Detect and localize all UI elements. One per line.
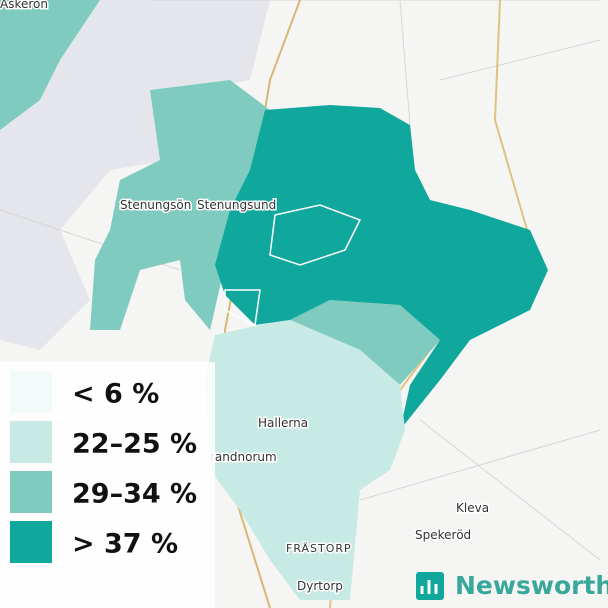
- place-label: Spekeröd: [415, 528, 471, 542]
- legend-swatch: [10, 471, 52, 513]
- brand: Newsworthy: [416, 571, 608, 600]
- place-label: Stenungsund: [197, 198, 276, 212]
- legend-swatch: [10, 371, 52, 413]
- place-label: Kleva: [456, 501, 489, 515]
- region: [205, 320, 405, 600]
- region: [0, 0, 440, 385]
- brand-name: Newsworthy: [455, 571, 608, 600]
- legend-label: < 6 %: [72, 379, 159, 410]
- place-label: FRÄSTORP: [286, 542, 352, 555]
- legend-swatch: [10, 521, 52, 563]
- place-label: randnorum: [210, 450, 277, 464]
- place-label: Hallerna: [258, 416, 308, 430]
- legend-label: > 37 %: [72, 529, 178, 560]
- place-label: Dyrtorp: [297, 579, 343, 593]
- water: [0, 0, 270, 230]
- region: [215, 105, 548, 430]
- place-label: Stenungsön: [120, 198, 191, 212]
- place-label: Askerön: [0, 0, 48, 11]
- region-border: [224, 204, 362, 327]
- brand-icon: [420, 580, 438, 594]
- water: [0, 230, 90, 350]
- legend: < 6 % 22–25 % 29–34 % > 37 %: [10, 371, 197, 563]
- legend-label: 22–25 %: [72, 429, 197, 460]
- legend-swatch: [10, 421, 52, 463]
- legend-label: 29–34 %: [72, 479, 197, 510]
